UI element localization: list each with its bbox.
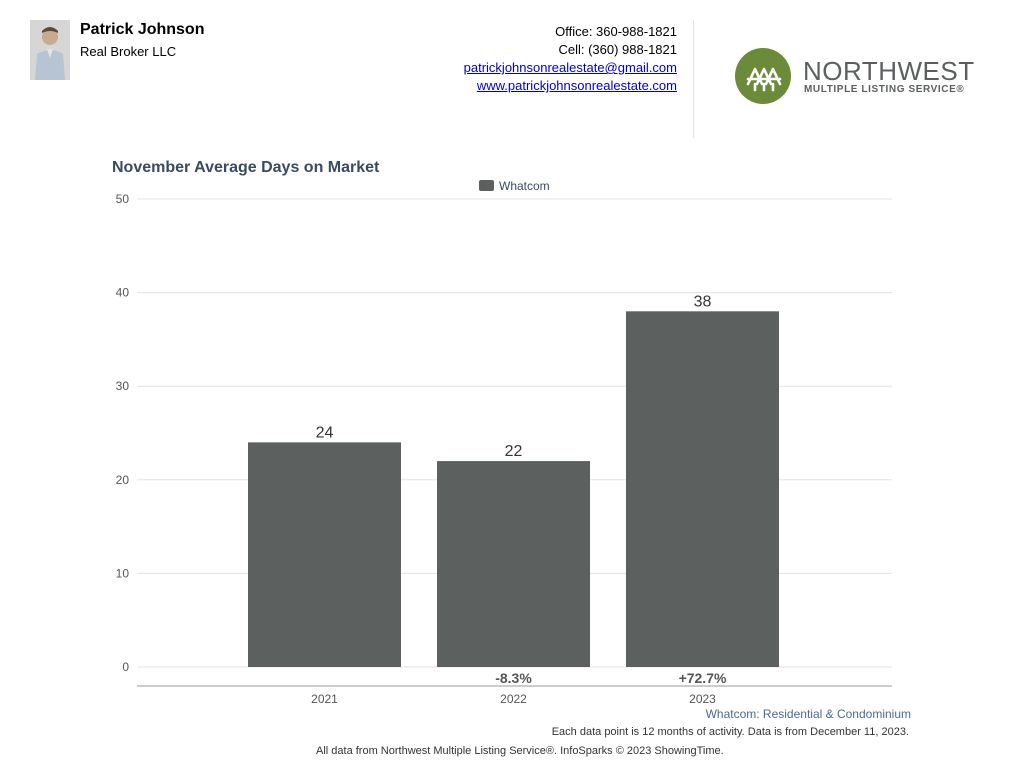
bar-change-label: +72.7%	[679, 670, 727, 686]
logo-wordmark: NORTHWEST	[803, 56, 975, 86]
website-link[interactable]: www.patrickjohnsonrealestate.com	[476, 78, 677, 93]
x-tick-label: 2023	[689, 692, 716, 706]
bar-value-label: 22	[505, 443, 523, 460]
bar	[248, 442, 401, 667]
y-tick-label: 50	[116, 192, 130, 206]
footer-region: Whatcom: Residential & Condominium	[705, 707, 911, 721]
header-divider	[693, 20, 694, 138]
x-tick-label: 2021	[311, 692, 338, 706]
y-tick-label: 40	[116, 286, 130, 300]
bar-value-label: 24	[316, 424, 334, 441]
y-tick-label: 30	[116, 379, 130, 393]
chart-title: November Average Days on Market	[112, 159, 380, 176]
agent-photo	[30, 20, 70, 80]
bar-change-label: -8.3%	[495, 670, 532, 686]
logo-tagline: MULTIPLE LISTING SERVICE®	[804, 84, 965, 95]
cell-phone: Cell: (360) 988-1821	[558, 42, 677, 57]
email-link[interactable]: patrickjohnsonrealestate@gmail.com	[463, 60, 677, 75]
x-tick-label: 2022	[500, 692, 527, 706]
bar	[626, 311, 779, 667]
y-tick-label: 0	[122, 660, 129, 674]
bar	[437, 461, 590, 667]
bar-value-label: 38	[694, 293, 712, 310]
nwmls-logo-mark	[735, 48, 791, 104]
legend-label: Whatcom	[499, 179, 550, 193]
office-phone: Office: 360-988-1821	[555, 24, 677, 39]
agent-name: Patrick Johnson	[80, 21, 205, 38]
contact-block: Office: 360-988-1821 Cell: (360) 988-182…	[464, 23, 677, 95]
agent-photo-image	[30, 20, 70, 80]
agent-company: Real Broker LLC	[80, 44, 177, 59]
y-tick-label: 10	[116, 566, 130, 580]
chart-legend: Whatcom	[479, 179, 550, 193]
footer-source: All data from Northwest Multiple Listing…	[316, 745, 724, 757]
footer-note: Each data point is 12 months of activity…	[551, 726, 909, 738]
tree-icon	[746, 67, 782, 92]
legend-swatch	[479, 180, 494, 191]
y-tick-label: 20	[116, 473, 130, 487]
